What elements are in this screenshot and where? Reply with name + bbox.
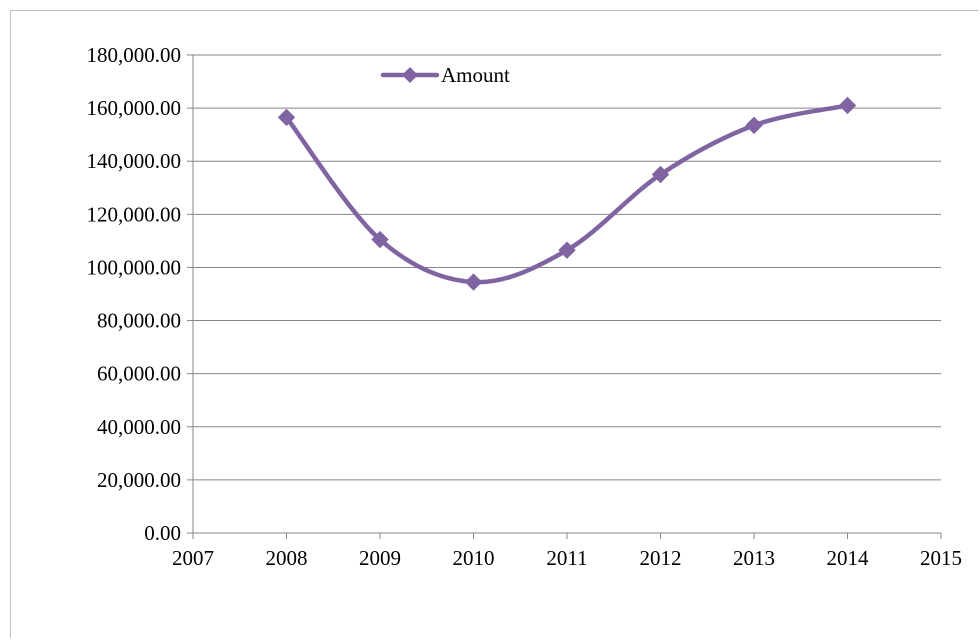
axes [187,55,941,539]
y-tick-label: 180,000.00 [87,43,182,67]
series-group [279,97,856,290]
x-tick-label: 2007 [172,546,214,570]
x-tick-label: 2008 [266,546,308,570]
x-tick-label: 2013 [733,546,775,570]
line-chart: 0.00 20,000.00 40,000.00 60,000.00 80,000.00… [11,11,980,639]
grid-lines [193,55,941,480]
x-tick-label: 2010 [453,546,495,570]
chart-frame: 0.00 20,000.00 40,000.00 60,000.00 80,000.00… [10,10,979,638]
x-tick-label: 2011 [546,546,587,570]
data-point-marker [746,117,762,133]
y-tick-label: 40,000.00 [97,415,181,439]
x-tick-label: 2012 [640,546,682,570]
y-tick-label: 0.00 [144,521,181,545]
y-tick-label: 120,000.00 [87,202,182,226]
y-tick-label: 160,000.00 [87,96,182,120]
y-tick-label: 140,000.00 [87,149,182,173]
y-tick-label: 100,000.00 [87,255,182,279]
legend-marker-amount [402,67,418,83]
x-tick-labels: 2007 2008 2009 2010 2011 2012 2013 2014 2015 [172,546,962,570]
x-tick-label: 2014 [827,546,870,570]
x-tick-label: 2015 [920,546,962,570]
y-tick-label: 20,000.00 [97,468,181,492]
y-tick-labels: 0.00 20,000.00 40,000.00 60,000.00 80,000.00… [87,43,182,545]
data-point-marker [466,274,482,290]
x-tick-label: 2009 [359,546,401,570]
y-tick-label: 80,000.00 [97,309,181,333]
legend-label-amount: Amount [441,63,510,87]
legend: Amount [383,63,510,87]
data-point-marker [840,97,856,113]
y-tick-label: 60,000.00 [97,362,181,386]
